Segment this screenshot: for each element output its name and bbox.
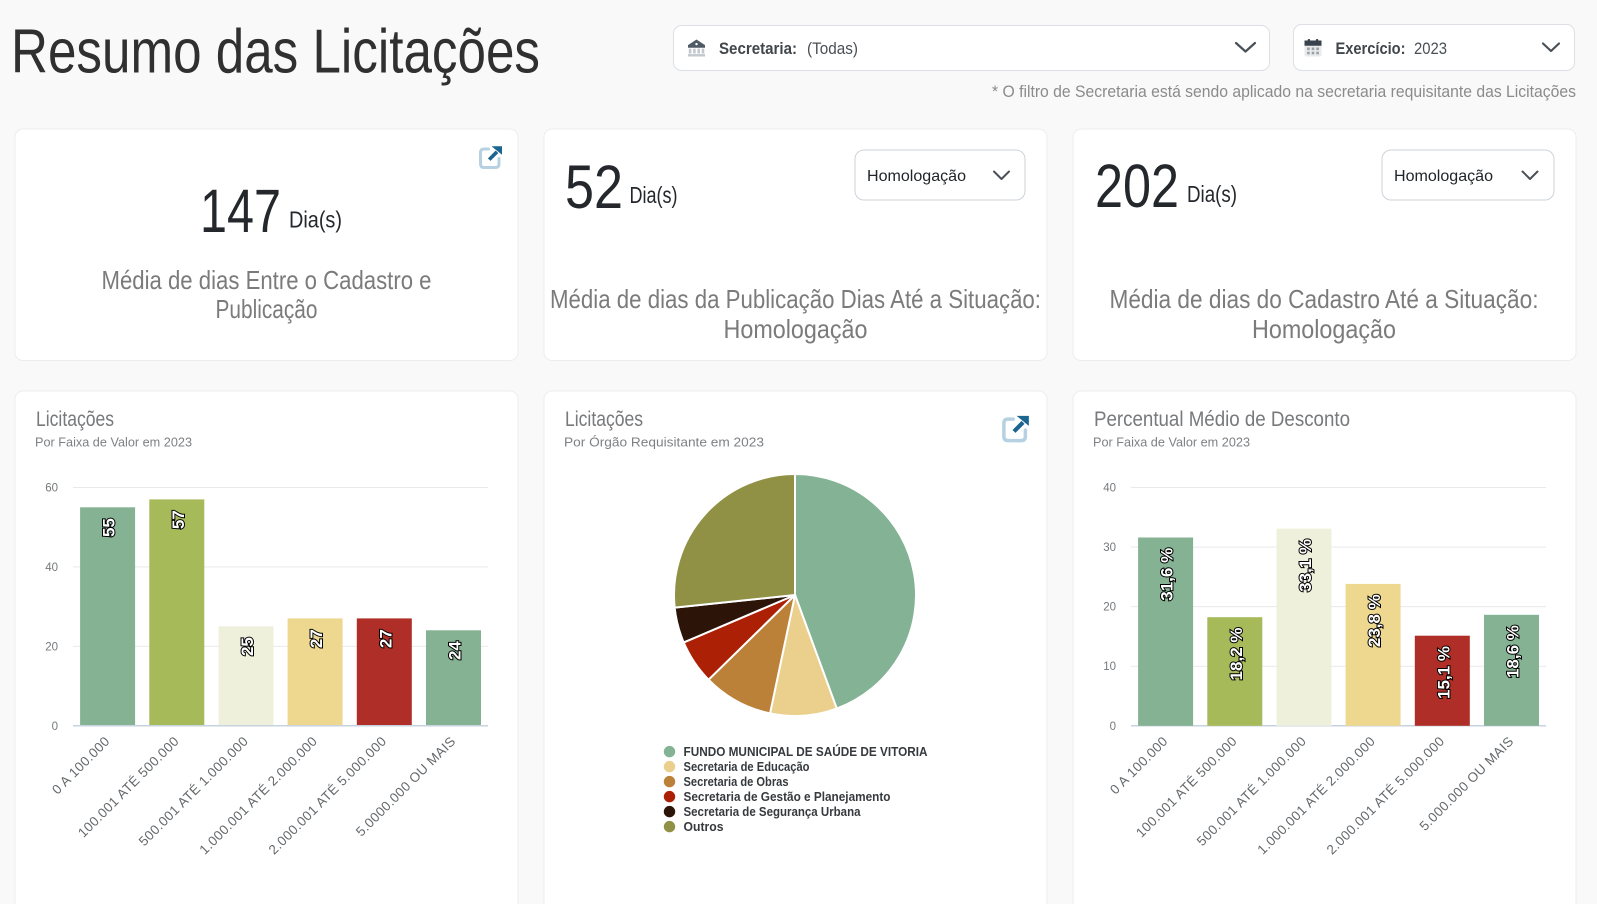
svg-text:Homologação: Homologação: [867, 168, 966, 185]
svg-text:52: 52: [565, 153, 623, 222]
svg-text:Média de dias Entre o Cadastro: Média de dias Entre o Cadastro e: [102, 265, 432, 295]
svg-text:27: 27: [307, 629, 326, 648]
svg-text:Exercício:: Exercício:: [1336, 40, 1406, 58]
svg-text:Publicação: Publicação: [216, 294, 318, 324]
svg-text:Por Órgão Requisitante em 2023: Por Órgão Requisitante em 2023: [564, 434, 764, 449]
svg-text:Secretaria de Segurança Urbana: Secretaria de Segurança Urbana: [684, 805, 862, 819]
svg-text:Licitações: Licitações: [36, 407, 114, 431]
svg-text:Média de dias da Publicação Di: Média de dias da Publicação Dias Até a S…: [550, 284, 1041, 314]
svg-text:40: 40: [45, 562, 58, 574]
svg-text:Por Faixa de Valor em 2023: Por Faixa de Valor em 2023: [35, 434, 192, 449]
svg-text:60: 60: [45, 483, 58, 495]
svg-text:Percentual Médio de Desconto: Percentual Médio de Desconto: [1094, 407, 1350, 431]
svg-text:10: 10: [1103, 661, 1116, 673]
svg-text:Dia(s): Dia(s): [289, 207, 342, 233]
svg-text:Secretaria de Educação: Secretaria de Educação: [684, 760, 810, 774]
svg-text:40: 40: [1103, 483, 1116, 495]
svg-text:55: 55: [100, 518, 119, 537]
svg-text:30: 30: [1103, 542, 1116, 554]
svg-text:Resumo das Licitações: Resumo das Licitações: [11, 18, 540, 87]
svg-text:Secretaria de Gestão e Planeja: Secretaria de Gestão e Planejamento: [684, 790, 891, 804]
svg-text:33,1 %: 33,1 %: [1296, 539, 1315, 592]
svg-text:57: 57: [169, 510, 188, 529]
svg-text:0: 0: [52, 721, 58, 733]
svg-text:* O filtro de Secretaria está: * O filtro de Secretaria está sendo apli…: [992, 83, 1576, 101]
svg-text:Dia(s): Dia(s): [1187, 181, 1237, 207]
svg-text:Homologação: Homologação: [1394, 168, 1493, 185]
svg-text:15,1 %: 15,1 %: [1434, 646, 1453, 699]
svg-text:27: 27: [376, 629, 395, 648]
svg-text:25: 25: [238, 637, 257, 656]
svg-text:Outros: Outros: [684, 820, 724, 834]
svg-text:23,8 %: 23,8 %: [1365, 594, 1384, 647]
svg-text:20: 20: [45, 641, 58, 653]
svg-text:Licitações: Licitações: [565, 407, 643, 431]
svg-text:Por Faixa de Valor em 2023: Por Faixa de Valor em 2023: [1093, 434, 1250, 449]
svg-text:18,2 %: 18,2 %: [1227, 628, 1246, 681]
svg-text:0: 0: [1110, 721, 1116, 733]
svg-text:Secretaria de Obras: Secretaria de Obras: [684, 775, 789, 789]
svg-text:24: 24: [446, 641, 465, 660]
svg-text:Média de dias do Cadastro Até: Média de dias do Cadastro Até a Situação…: [1110, 284, 1539, 314]
svg-text:20: 20: [1103, 602, 1116, 614]
svg-text:2023: 2023: [1414, 40, 1447, 58]
svg-text:Homologação: Homologação: [1252, 314, 1396, 344]
svg-text:31,6 %: 31,6 %: [1158, 548, 1177, 601]
svg-text:202: 202: [1095, 152, 1179, 221]
svg-text:(Todas): (Todas): [807, 40, 858, 58]
svg-text:18,6 %: 18,6 %: [1504, 625, 1523, 678]
svg-text:Homologação: Homologação: [724, 314, 868, 344]
svg-text:FUNDO MUNICIPAL DE SAÚDE DE VI: FUNDO MUNICIPAL DE SAÚDE DE VITORIA: [684, 744, 928, 759]
svg-text:147: 147: [200, 177, 281, 246]
svg-text:Dia(s): Dia(s): [630, 182, 678, 208]
svg-text:Secretaria:: Secretaria:: [719, 40, 797, 58]
